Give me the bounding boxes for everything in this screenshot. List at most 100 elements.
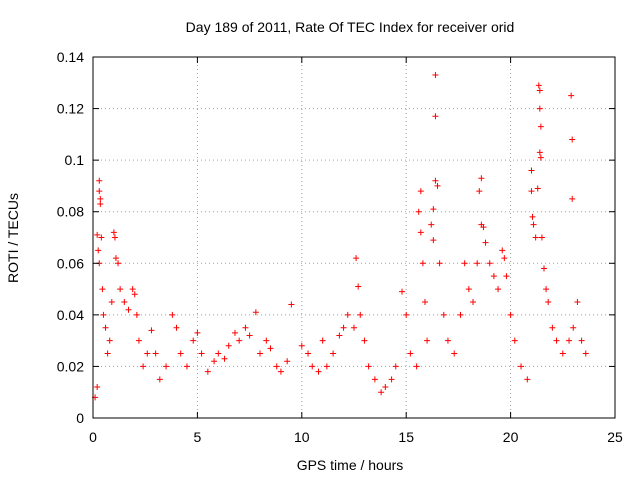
data-point	[121, 298, 128, 305]
data-point	[417, 188, 424, 195]
data-point	[569, 195, 576, 202]
data-point	[528, 167, 535, 174]
data-point	[421, 298, 428, 305]
data-point	[534, 185, 541, 192]
data-point	[537, 154, 544, 161]
data-point	[305, 350, 312, 357]
data-point	[125, 306, 132, 313]
data-point	[190, 337, 197, 344]
data-point	[553, 337, 560, 344]
data-point	[430, 206, 437, 213]
data-point	[144, 350, 151, 357]
data-point	[532, 234, 539, 241]
axis-ticks: 0 5 10 15 20 25 0 0.02 0.04 0.06 0.08 0.1 0.12 0.14	[57, 49, 623, 445]
data-point	[545, 298, 552, 305]
data-point	[246, 332, 253, 339]
data-point	[465, 286, 472, 293]
data-point	[340, 324, 347, 331]
data-point	[351, 324, 357, 331]
data-point	[578, 337, 585, 344]
data-point	[476, 188, 483, 195]
data-point	[582, 350, 589, 357]
data-point	[97, 200, 104, 207]
data-point	[99, 286, 106, 293]
data-point	[501, 255, 508, 262]
data-point	[315, 368, 322, 375]
y-tick-label: 0.12	[57, 101, 84, 117]
data-point	[541, 265, 548, 272]
data-point	[221, 355, 228, 362]
y-tick-label: 0.06	[57, 255, 84, 271]
x-tick-label: 25	[607, 429, 623, 445]
data-point	[518, 363, 525, 370]
data-point	[163, 363, 170, 370]
data-point	[507, 311, 514, 318]
data-point	[131, 291, 138, 298]
data-point	[257, 350, 264, 357]
data-point	[173, 324, 180, 331]
data-point	[98, 234, 105, 241]
data-point	[355, 283, 362, 290]
y-tick-label: 0.1	[65, 152, 85, 168]
data-point	[94, 384, 101, 391]
data-point	[100, 311, 107, 318]
data-point	[95, 247, 102, 254]
data-point	[457, 311, 464, 318]
data-point	[361, 337, 368, 344]
data-point	[529, 213, 536, 220]
data-point	[129, 286, 136, 293]
chart-title: Day 189 of 2011, Rate Of TEC Index for r…	[186, 19, 515, 35]
data-point	[94, 231, 101, 238]
data-point	[344, 311, 351, 318]
data-point	[323, 363, 330, 370]
data-point	[570, 324, 577, 331]
data-point	[330, 350, 337, 357]
data-point	[115, 260, 122, 267]
data-point	[480, 224, 487, 231]
data-point	[528, 188, 535, 195]
data-point	[169, 311, 176, 318]
data-point	[242, 324, 249, 331]
data-points	[92, 72, 589, 401]
data-point	[568, 92, 575, 99]
x-tick-label: 20	[503, 429, 519, 445]
data-point	[365, 363, 372, 370]
data-point	[503, 273, 510, 280]
data-point	[96, 177, 103, 184]
data-point	[419, 260, 426, 267]
data-point	[499, 247, 506, 254]
data-point	[474, 260, 481, 267]
data-point	[569, 136, 576, 143]
data-point	[183, 363, 190, 370]
data-point	[574, 298, 581, 305]
data-point	[231, 329, 238, 336]
data-point	[537, 123, 544, 130]
data-point	[336, 332, 343, 339]
data-point	[559, 350, 566, 357]
data-point	[486, 260, 493, 267]
data-point	[378, 389, 385, 396]
data-point	[106, 337, 113, 344]
data-point	[211, 358, 218, 365]
data-point	[309, 363, 316, 370]
data-point	[461, 260, 468, 267]
y-tick-label: 0.02	[57, 358, 84, 374]
data-point	[511, 337, 518, 344]
data-point	[112, 255, 119, 262]
data-point	[194, 329, 201, 336]
data-point	[444, 337, 451, 344]
data-point	[102, 324, 109, 331]
data-point	[530, 221, 537, 228]
data-point	[536, 105, 543, 112]
data-point	[495, 286, 502, 293]
x-tick-label: 5	[194, 429, 202, 445]
data-point	[417, 229, 424, 236]
data-point	[110, 229, 117, 236]
data-point	[288, 301, 295, 308]
grid-lines	[93, 57, 615, 418]
data-point	[357, 311, 364, 318]
data-point	[490, 273, 497, 280]
y-axis-label: ROTI / TECUs	[5, 193, 21, 283]
y-tick-label: 0.14	[57, 49, 84, 65]
data-point	[252, 309, 259, 316]
